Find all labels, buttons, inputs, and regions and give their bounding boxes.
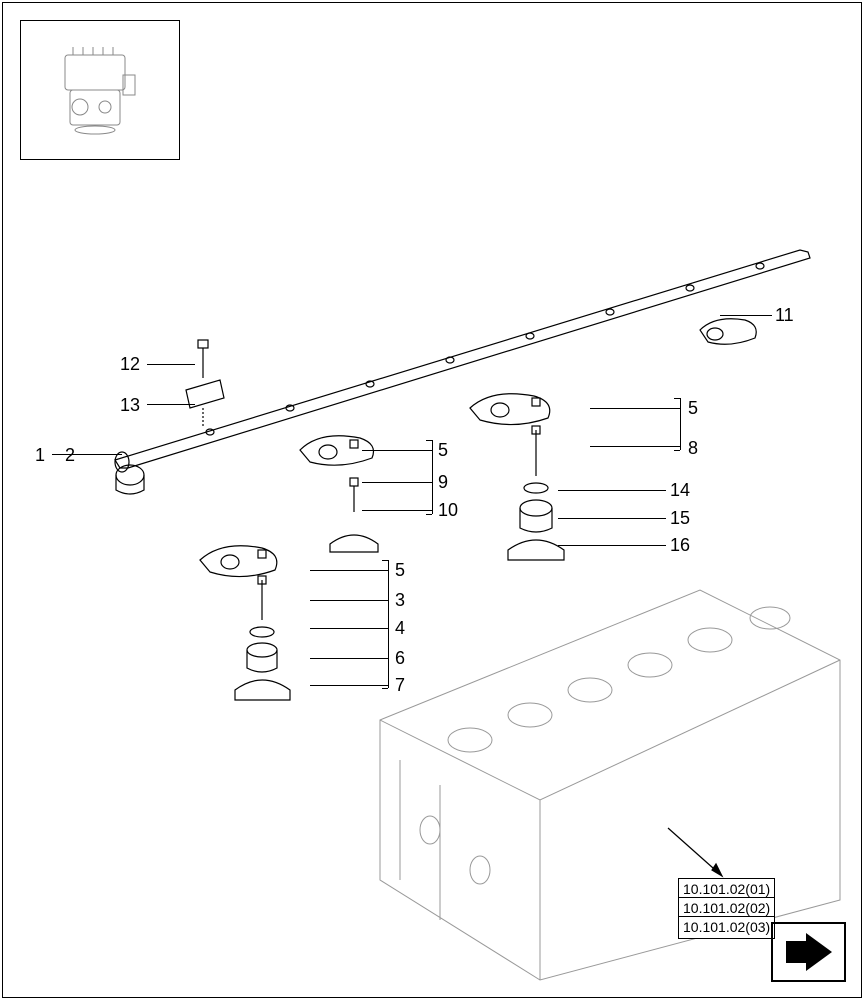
leader-line	[720, 315, 772, 316]
leader-line	[558, 545, 666, 546]
leader-line	[558, 518, 666, 519]
leader-line	[310, 628, 388, 629]
leader-line	[362, 482, 432, 483]
bracket-tick	[426, 440, 432, 441]
bracket-tick	[674, 398, 680, 399]
callout-13: 13	[120, 395, 140, 416]
callout-1: 1	[35, 445, 45, 466]
callout-15: 15	[670, 508, 690, 529]
leader-line	[310, 600, 388, 601]
leader-line	[362, 510, 432, 511]
leader-line	[362, 450, 432, 451]
callout-9: 9	[438, 472, 448, 493]
callout-5: 5	[438, 440, 448, 461]
bracket	[432, 440, 433, 514]
callout-8: 8	[688, 438, 698, 459]
leader-line	[82, 454, 122, 455]
bracket-tick	[382, 688, 388, 689]
leader-line	[310, 685, 388, 686]
callout-4: 4	[395, 618, 405, 639]
callout-14: 14	[670, 480, 690, 501]
bracket	[680, 398, 681, 450]
bracket-tick	[382, 560, 388, 561]
leader-line	[558, 490, 666, 491]
leader-line	[147, 404, 195, 405]
callout-12: 12	[120, 354, 140, 375]
bracket-tick	[426, 514, 432, 515]
callout-5: 5	[688, 398, 698, 419]
leader-line	[310, 570, 388, 571]
callout-16: 16	[670, 535, 690, 556]
callout-6: 6	[395, 648, 405, 669]
callout-3: 3	[395, 590, 405, 611]
leader-line	[590, 446, 680, 447]
callout-11: 11	[775, 305, 794, 326]
reference-box: 10.101.02(03)	[678, 916, 775, 939]
nav-arrow-icon[interactable]	[771, 922, 846, 982]
callout-5: 5	[395, 560, 405, 581]
leader-line	[310, 658, 388, 659]
callout-2: 2	[65, 445, 75, 466]
callout-7: 7	[395, 675, 405, 696]
bracket	[388, 560, 389, 688]
leader-line	[590, 408, 680, 409]
bracket-tick	[674, 450, 680, 451]
callout-10: 10	[438, 500, 458, 521]
leader-line	[147, 364, 195, 365]
